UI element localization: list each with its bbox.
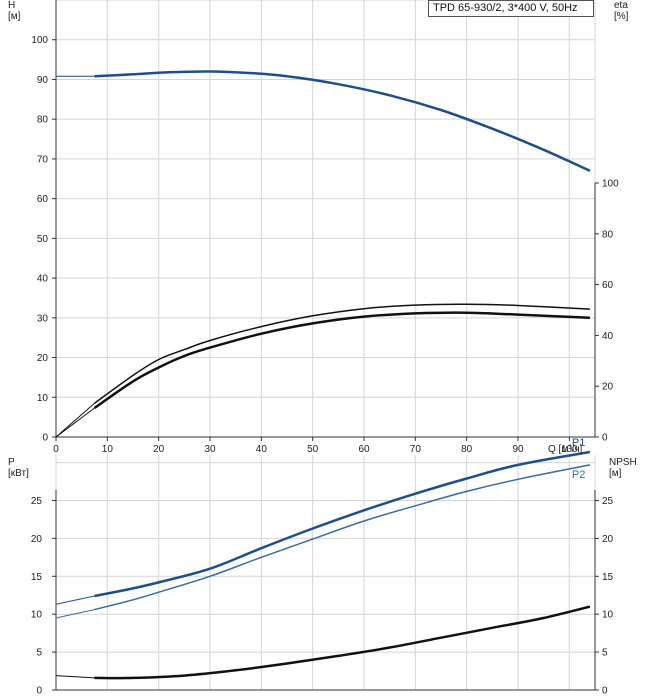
x-tick-label: 100 — [561, 444, 578, 455]
series-lines — [55, 70, 591, 680]
npsh-tick-label: 0 — [602, 686, 608, 697]
axis-label-line: [кВт] — [8, 468, 29, 479]
y-tick-label: 50 — [37, 234, 49, 245]
y-tick-label: 100 — [31, 35, 48, 46]
y2-tick-label: 100 — [602, 179, 619, 190]
chart-title: TPD 65-930/2, 3*400 V, 50Hz — [428, 0, 594, 17]
axis-label-line: H — [8, 0, 15, 11]
series-label-p1: P1 — [572, 437, 585, 449]
series-npsh-extension — [55, 675, 95, 679]
y-tick-label: 60 — [37, 194, 49, 205]
x-tick-label: 90 — [512, 444, 524, 455]
p-tick-label: 5 — [36, 648, 42, 659]
series-h-curve — [94, 70, 591, 172]
y-tick-label: 80 — [37, 115, 49, 126]
y2-tick-label: 80 — [602, 229, 614, 240]
x-tick-label: 40 — [256, 444, 268, 455]
x-tick-label: 0 — [53, 444, 59, 455]
axes — [55, 0, 596, 691]
npsh-tick-label: 25 — [602, 496, 614, 507]
x-tick-label: 50 — [307, 444, 319, 455]
x-tick-label: 30 — [204, 444, 216, 455]
y2-axis-label-npsh: NPSH [м] — [609, 457, 637, 479]
series-eta-upper — [94, 303, 590, 404]
series-p1-extension — [55, 595, 95, 605]
npsh-tick-label: 20 — [602, 534, 614, 545]
axis-label-line: eta — [614, 0, 628, 11]
series-p2 — [94, 464, 591, 611]
y-tick-label: 0 — [42, 433, 48, 444]
x-tick-label: 20 — [153, 444, 165, 455]
x-tick-label: 10 — [102, 444, 114, 455]
axis-label-line: [%] — [614, 11, 629, 22]
x-axis-label-flow: Q [м³/ч] — [548, 444, 583, 455]
axis-label-line: [м] — [609, 468, 622, 479]
power-panel-grid — [55, 455, 596, 691]
y2-tick-label: 20 — [602, 382, 614, 393]
series-eta-lower — [93, 311, 590, 410]
x-tick-label: 60 — [358, 444, 370, 455]
series-eta-upper-extension — [55, 402, 95, 438]
x-tick-label: 70 — [410, 444, 422, 455]
p-tick-label: 10 — [31, 610, 43, 621]
y-tick-label: 40 — [37, 274, 49, 285]
series-npsh — [94, 605, 591, 680]
y2-axis-label-eta: eta [%] — [614, 0, 629, 22]
y-tick-label: 20 — [37, 353, 49, 364]
x-tick-label: 80 — [461, 444, 473, 455]
series-p1 — [94, 450, 591, 598]
npsh-tick-label: 15 — [602, 572, 614, 583]
head-panel-grid — [55, 0, 596, 438]
npsh-tick-label: 5 — [602, 648, 608, 659]
axis-label-line: NPSH — [609, 457, 637, 468]
y-tick-label: 10 — [37, 393, 49, 404]
y2-tick-label: 0 — [602, 433, 608, 444]
series-p2-extension — [55, 609, 95, 619]
y-tick-label: 30 — [37, 313, 49, 324]
npsh-tick-label: 10 — [602, 610, 614, 621]
series-label-p2: P2 — [572, 469, 585, 481]
p-tick-label: 0 — [36, 686, 42, 697]
axis-label-line: P — [8, 457, 15, 468]
y2-tick-label: 60 — [602, 280, 614, 291]
p-tick-label: 25 — [31, 496, 43, 507]
y-axis-label-head: H [м] — [8, 0, 21, 22]
y2-tick-label: 40 — [602, 331, 614, 342]
y-axis-label-power: P [кВт] — [8, 457, 29, 479]
p-tick-label: 15 — [31, 572, 43, 583]
y-tick-label: 70 — [37, 154, 49, 165]
axis-label-line: [м] — [8, 11, 21, 22]
y-tick-label: 90 — [37, 75, 49, 86]
series-eta-lower-extension — [55, 407, 95, 438]
p-tick-label: 20 — [31, 534, 43, 545]
